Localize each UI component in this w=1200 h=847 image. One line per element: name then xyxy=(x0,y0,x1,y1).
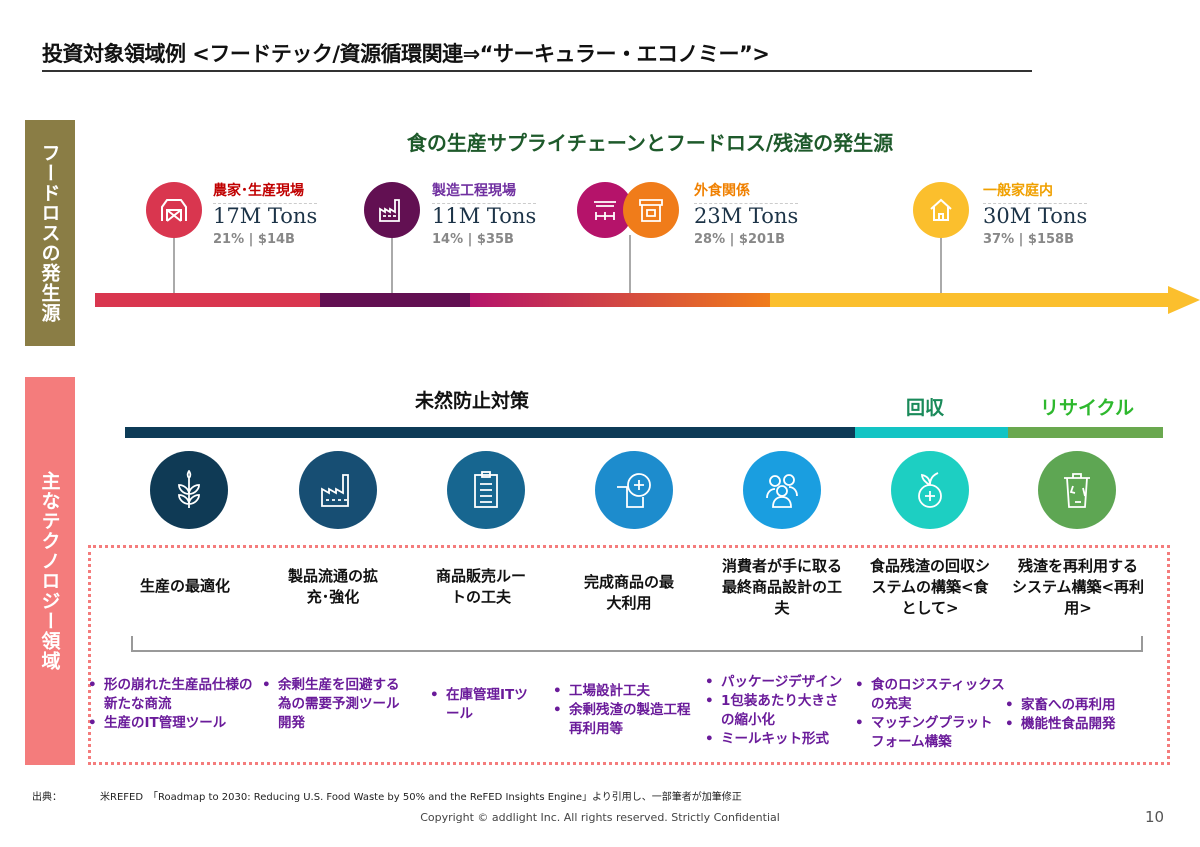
bullet-list: 工場設計工夫余剰残渣の製造工程再利用等 xyxy=(553,682,698,739)
stage-tons: 23M Tons xyxy=(694,204,799,228)
stage-stats: 37% | $158B xyxy=(983,232,1075,247)
section-subtitle: 食の生産サプライチェーンとフードロス/残渣の発生源 xyxy=(406,131,894,155)
bullet-list: パッケージデザイン1包装あたり大きさの縮小化ミールキット形式 xyxy=(705,673,850,749)
bullet-list: 形の崩れた生産品仕様の新たな商流生産のIT管理ツール xyxy=(88,676,258,733)
recycle-bin-icon xyxy=(1038,451,1116,529)
side-label-technology: 主なテクノロジー領域 xyxy=(25,377,75,765)
bullet-item: 機能性食品開発 xyxy=(1005,715,1155,734)
phase-bar-collection xyxy=(855,427,1008,438)
bullet-item: 家畜への再利用 xyxy=(1005,696,1155,715)
bullet-item: 余剰生産を回避する為の需要予測ツール開発 xyxy=(262,676,402,733)
stage-stats: 28% | $201B xyxy=(694,232,786,247)
bullet-item: 生産のIT管理ツール xyxy=(88,714,258,733)
stage-label: 外食関係 xyxy=(694,180,799,204)
side-label-food-loss: フードロスの発生源 xyxy=(25,120,75,346)
bullet-list: 在庫管理ITツール xyxy=(430,686,530,724)
stem xyxy=(173,235,175,295)
factory-icon xyxy=(299,451,377,529)
bullet-item: ミールキット形式 xyxy=(705,730,850,749)
bullet-item: パッケージデザイン xyxy=(705,673,850,692)
bullet-list: 家畜への再利用機能性食品開発 xyxy=(1005,696,1155,734)
phase-bar-recycle xyxy=(1008,427,1163,438)
phase-bar-prevention xyxy=(125,427,855,438)
slide-title: 投資対象領域例 <フードテック/資源循環関連⇒“サーキュラー・エコノミー”> xyxy=(42,38,1032,72)
bullet-item: 余剰残渣の製造工程再利用等 xyxy=(553,701,698,739)
stage-stats: 14% | $35B xyxy=(432,232,514,247)
phase-prevention: 未然防止対策 xyxy=(415,390,530,412)
bullet-item: 在庫管理ITツール xyxy=(430,686,530,724)
technology-area-box xyxy=(88,545,1170,765)
barn-icon xyxy=(146,182,202,238)
stage-label: 一般家庭内 xyxy=(983,180,1088,204)
clipboard-icon xyxy=(447,451,525,529)
bullet-item: 形の崩れた生産品仕様の新たな商流 xyxy=(88,676,258,714)
category-title: 消費者が手に取る最終商品設計の工夫 xyxy=(721,557,842,617)
bullet-list: 余剰生産を回避する為の需要予測ツール開発 xyxy=(262,676,402,733)
category-title: 生産の最適化 xyxy=(139,577,230,595)
stage-stats: 21% | $14B xyxy=(213,232,295,247)
stage-label: 農家･生産現場 xyxy=(213,180,318,204)
stem xyxy=(391,235,393,295)
timeline-segment-manufacturing xyxy=(320,293,470,307)
category-title: 製品流通の拡充･強化 xyxy=(287,567,378,606)
category-title: 商品販売ルートの工夫 xyxy=(435,567,526,606)
wheat-icon xyxy=(150,451,228,529)
house-icon xyxy=(913,182,969,238)
category-title: 残渣を再利用するシステム構築<再利用> xyxy=(1011,557,1145,617)
page-number: 10 xyxy=(1145,808,1165,826)
stage-tons: 11M Tons xyxy=(432,204,537,228)
stem xyxy=(629,235,631,295)
source-label: 出典： xyxy=(32,792,62,803)
phase-recycle: リサイクル xyxy=(1040,397,1135,419)
add-square-icon xyxy=(595,451,673,529)
bullet-item: 食のロジスティックスの充実 xyxy=(855,676,1005,714)
bullet-item: マッチングプラットフォーム構築 xyxy=(855,714,1005,752)
bullet-item: 工場設計工夫 xyxy=(553,682,698,701)
bracket xyxy=(131,636,1143,652)
stage-label: 製造工程現場 xyxy=(432,180,537,204)
timeline-arrowhead xyxy=(1168,286,1200,314)
restaurant-icon xyxy=(623,182,679,238)
copyright: Copyright © addlight Inc. All rights res… xyxy=(420,811,780,824)
timeline-segment-household xyxy=(770,293,1168,307)
bullet-item: 1包装あたり大きさの縮小化 xyxy=(705,692,850,730)
category-title: 食品残渣の回収システムの構築<食として> xyxy=(869,557,990,617)
category-title: 完成商品の最大利用 xyxy=(583,573,674,612)
source-citation: 米REFED 「Roadmap to 2030: Reducing U.S. F… xyxy=(100,792,742,803)
stage-tons: 30M Tons xyxy=(983,204,1088,228)
phase-collection: 回収 xyxy=(906,397,945,419)
people-icon xyxy=(743,451,821,529)
fruit-plus-icon xyxy=(891,451,969,529)
stem xyxy=(940,235,942,295)
stage-tons: 17M Tons xyxy=(213,204,318,228)
factory-icon xyxy=(364,182,420,238)
bullet-list: 食のロジスティックスの充実マッチングプラットフォーム構築 xyxy=(855,676,1005,752)
timeline-segment-restaurant xyxy=(470,293,770,307)
timeline-segment-farm xyxy=(95,293,320,307)
